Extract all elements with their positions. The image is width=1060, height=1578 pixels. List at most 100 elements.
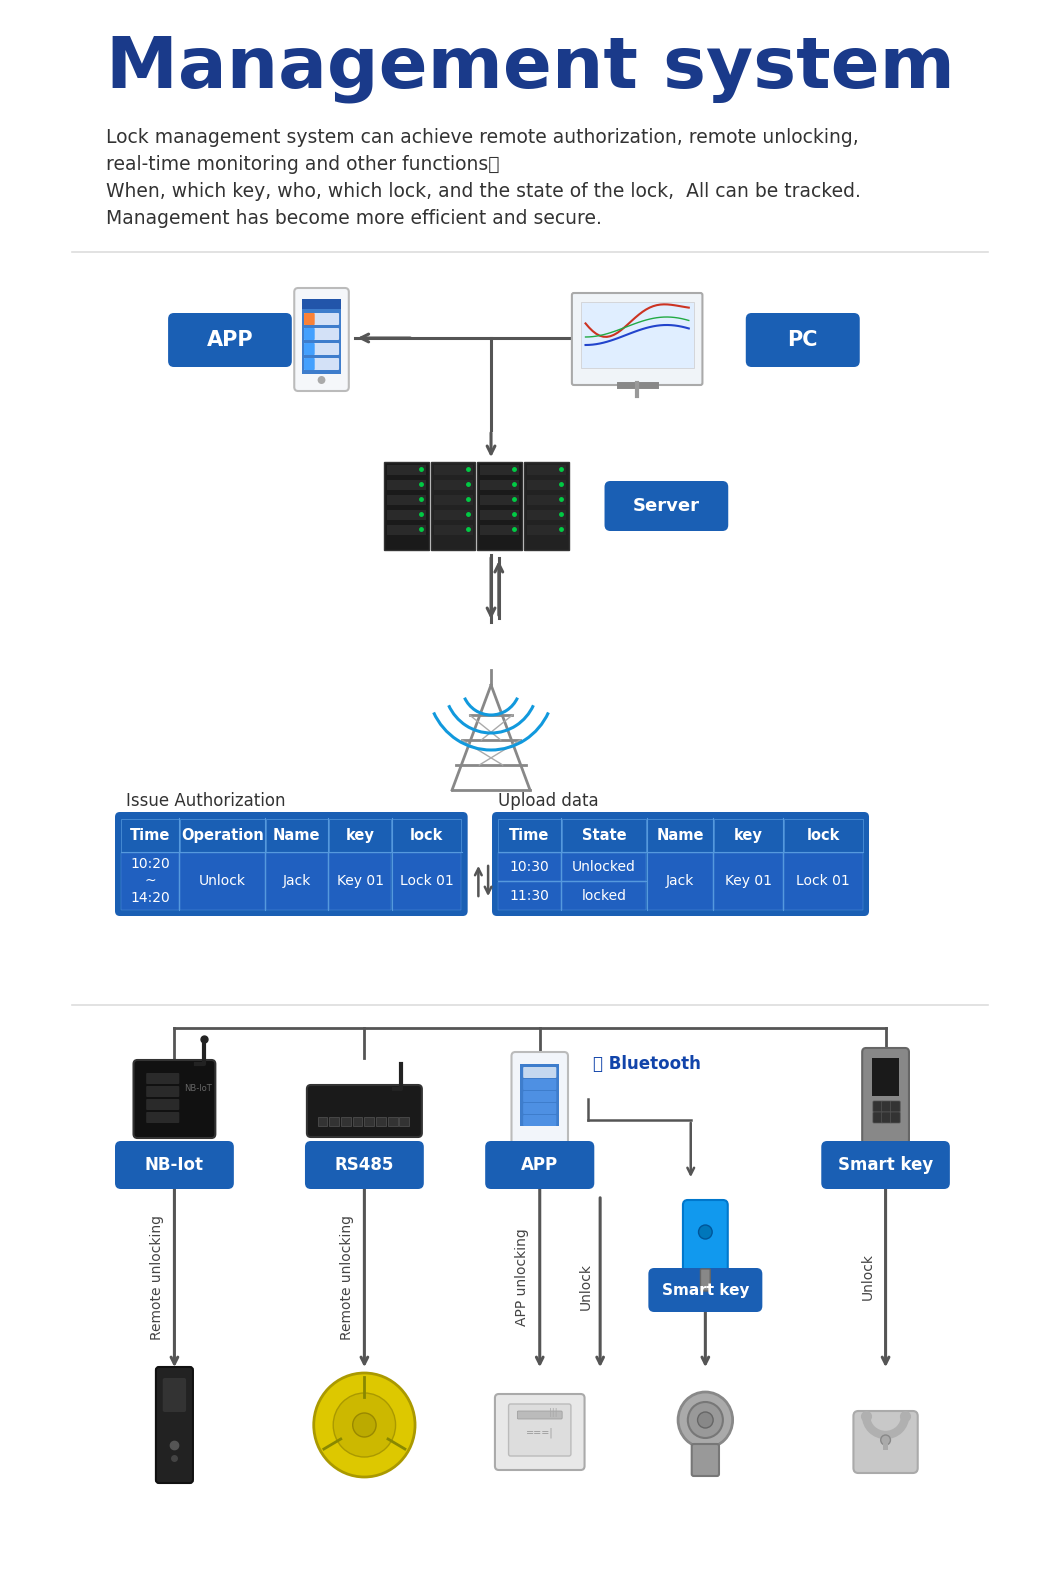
Circle shape <box>688 1401 723 1438</box>
FancyBboxPatch shape <box>304 358 315 369</box>
FancyBboxPatch shape <box>305 1141 424 1188</box>
FancyBboxPatch shape <box>388 1117 398 1127</box>
FancyBboxPatch shape <box>527 495 566 505</box>
FancyBboxPatch shape <box>649 1269 762 1311</box>
Text: 11:30: 11:30 <box>510 888 549 903</box>
FancyBboxPatch shape <box>353 1117 363 1127</box>
Text: Time: Time <box>509 827 550 843</box>
Text: Remote unlocking: Remote unlocking <box>340 1215 354 1340</box>
FancyBboxPatch shape <box>392 852 461 909</box>
FancyBboxPatch shape <box>121 852 179 909</box>
FancyBboxPatch shape <box>713 819 782 852</box>
FancyBboxPatch shape <box>434 480 473 491</box>
Text: Lock 01: Lock 01 <box>796 874 850 888</box>
FancyBboxPatch shape <box>517 1411 562 1419</box>
FancyBboxPatch shape <box>304 328 315 339</box>
FancyBboxPatch shape <box>890 1101 900 1112</box>
FancyBboxPatch shape <box>304 312 339 325</box>
Text: Jack: Jack <box>283 874 311 888</box>
FancyBboxPatch shape <box>365 1117 374 1127</box>
FancyBboxPatch shape <box>307 1086 422 1138</box>
Text: Upload data: Upload data <box>498 792 599 810</box>
FancyBboxPatch shape <box>783 852 863 909</box>
FancyBboxPatch shape <box>562 819 647 852</box>
FancyBboxPatch shape <box>304 312 315 325</box>
FancyBboxPatch shape <box>295 289 349 391</box>
Text: Operation: Operation <box>181 827 264 843</box>
Text: NB-loT: NB-loT <box>184 1084 212 1094</box>
Circle shape <box>318 376 325 383</box>
FancyBboxPatch shape <box>384 462 428 551</box>
Text: Lock 01: Lock 01 <box>400 874 454 888</box>
Text: Issue Authorization: Issue Authorization <box>126 792 285 810</box>
FancyBboxPatch shape <box>341 1117 351 1127</box>
FancyBboxPatch shape <box>146 1112 179 1124</box>
Text: key: key <box>346 827 374 843</box>
Text: Unlock: Unlock <box>198 874 246 888</box>
FancyBboxPatch shape <box>524 1067 556 1078</box>
FancyBboxPatch shape <box>883 1442 888 1450</box>
Circle shape <box>699 1225 712 1239</box>
FancyBboxPatch shape <box>581 301 693 368</box>
Circle shape <box>678 1392 732 1449</box>
FancyBboxPatch shape <box>318 1117 328 1127</box>
Text: |||: ||| <box>549 1408 558 1417</box>
FancyBboxPatch shape <box>562 882 647 909</box>
FancyBboxPatch shape <box>527 510 566 521</box>
Circle shape <box>697 1412 713 1428</box>
FancyBboxPatch shape <box>572 294 703 385</box>
FancyBboxPatch shape <box>434 495 473 505</box>
FancyBboxPatch shape <box>882 1112 891 1124</box>
FancyBboxPatch shape <box>882 1101 891 1112</box>
FancyBboxPatch shape <box>509 1404 571 1456</box>
FancyBboxPatch shape <box>477 462 523 551</box>
FancyBboxPatch shape <box>392 819 461 852</box>
Text: locked: locked <box>582 888 626 903</box>
Text: APP: APP <box>207 330 253 350</box>
Text: NB-Iot: NB-Iot <box>145 1157 204 1174</box>
Text: APP: APP <box>522 1157 559 1174</box>
FancyBboxPatch shape <box>562 852 647 881</box>
Text: Management has become more efficient and secure.: Management has become more efficient and… <box>106 208 602 227</box>
FancyBboxPatch shape <box>434 510 473 521</box>
Text: Time: Time <box>130 827 171 843</box>
Text: Server: Server <box>633 497 700 514</box>
FancyBboxPatch shape <box>713 852 782 909</box>
Text: Key 01: Key 01 <box>336 874 384 888</box>
Circle shape <box>353 1412 376 1438</box>
FancyBboxPatch shape <box>692 1444 719 1475</box>
FancyBboxPatch shape <box>480 495 519 505</box>
Text: Unlock: Unlock <box>861 1253 876 1300</box>
FancyBboxPatch shape <box>329 819 391 852</box>
Text: key: key <box>734 827 762 843</box>
FancyBboxPatch shape <box>524 1090 556 1101</box>
FancyBboxPatch shape <box>330 1117 339 1127</box>
FancyBboxPatch shape <box>872 1112 883 1124</box>
FancyBboxPatch shape <box>485 1141 595 1188</box>
FancyBboxPatch shape <box>683 1199 728 1278</box>
FancyBboxPatch shape <box>872 1101 883 1112</box>
FancyBboxPatch shape <box>872 1057 899 1097</box>
FancyBboxPatch shape <box>527 466 566 475</box>
FancyBboxPatch shape <box>387 525 426 535</box>
FancyBboxPatch shape <box>524 1116 556 1127</box>
FancyBboxPatch shape <box>822 1141 950 1188</box>
FancyBboxPatch shape <box>387 466 426 475</box>
Text: RS485: RS485 <box>335 1157 394 1174</box>
FancyBboxPatch shape <box>163 1378 187 1412</box>
Text: Smart key: Smart key <box>838 1157 933 1174</box>
FancyBboxPatch shape <box>512 1053 568 1146</box>
Text: lock: lock <box>807 827 840 843</box>
FancyBboxPatch shape <box>304 342 315 355</box>
FancyBboxPatch shape <box>387 510 426 521</box>
Text: 10:30: 10:30 <box>510 860 549 874</box>
FancyBboxPatch shape <box>146 1086 179 1097</box>
Text: Remote unlocking: Remote unlocking <box>149 1215 164 1340</box>
FancyBboxPatch shape <box>134 1060 215 1138</box>
FancyBboxPatch shape <box>304 358 339 369</box>
Text: Management system: Management system <box>106 33 954 103</box>
Text: Unlock: Unlock <box>579 1264 593 1310</box>
Circle shape <box>314 1373 416 1477</box>
Text: State: State <box>582 827 626 843</box>
FancyBboxPatch shape <box>648 852 712 909</box>
